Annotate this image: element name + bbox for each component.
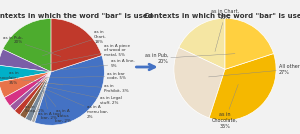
Text: as in
Chocolate,
35%: as in Chocolate, 35%	[212, 84, 238, 129]
Wedge shape	[32, 72, 51, 123]
Wedge shape	[225, 18, 274, 69]
Text: as in
Chart,
18%: as in Chart, 18%	[42, 30, 107, 56]
Wedge shape	[20, 72, 51, 119]
Wedge shape	[34, 55, 104, 125]
Text: All other,
27%: All other, 27%	[208, 64, 300, 77]
Wedge shape	[51, 19, 102, 72]
Text: as in
Prohibit, 3%: as in Prohibit, 3%	[37, 83, 129, 93]
Text: as in A tool
bar, 2%: as in A tool bar, 2%	[38, 90, 60, 120]
Wedge shape	[174, 48, 225, 118]
Text: Contexts in which the word "bar" is used: Contexts in which the word "bar" is used	[0, 13, 152, 19]
Wedge shape	[10, 72, 51, 111]
Text: as in Pub,
20%: as in Pub, 20%	[145, 53, 235, 64]
Wedge shape	[209, 53, 276, 120]
Wedge shape	[4, 72, 51, 106]
Text: as in Pub,
20%: as in Pub, 20%	[3, 36, 61, 56]
Text: as in bar
code, 5%: as in bar code, 5%	[35, 72, 126, 80]
Text: as in A
menu bar,
2%: as in A menu bar, 2%	[40, 87, 108, 118]
Text: as in Legal
stuff, 2%: as in Legal stuff, 2%	[39, 85, 122, 105]
Wedge shape	[3, 19, 51, 72]
Wedge shape	[0, 49, 51, 72]
Wedge shape	[26, 72, 51, 122]
Wedge shape	[0, 72, 51, 98]
Text: Contexts in which the word "bar" is used: Contexts in which the word "bar" is used	[144, 13, 300, 19]
Text: as in A line,
5%: as in A line, 5%	[34, 59, 134, 72]
Wedge shape	[0, 65, 51, 82]
Text: as in
Soap, 1%: as in Soap, 1%	[26, 91, 44, 113]
Text: as in
Chocolate,
35%: as in Chocolate, 35%	[0, 71, 63, 85]
Text: as in A piece
of wood or
metal, 5%: as in A piece of wood or metal, 5%	[34, 44, 130, 66]
Wedge shape	[15, 72, 51, 115]
Wedge shape	[179, 18, 225, 69]
Text: as in A
status
bar, 2%: as in A status bar, 2%	[42, 89, 71, 123]
Text: as in Chart,
18%: as in Chart, 18%	[211, 9, 239, 52]
